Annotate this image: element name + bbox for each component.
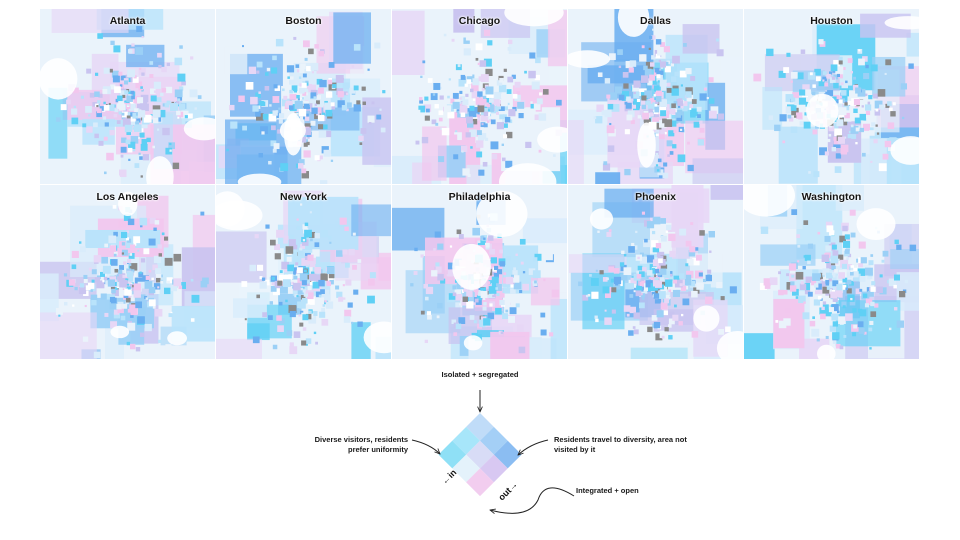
map-tile-dallas: Dallas <box>568 9 743 184</box>
choropleth <box>40 190 215 359</box>
city-label: New York <box>280 190 327 203</box>
map-tile-los-angeles: Los Angeles <box>40 184 215 359</box>
legend-graphics: ←in out→ <box>411 390 575 540</box>
legend-label-right: Residents travel to diversity, area not … <box>554 435 687 454</box>
legend-cell <box>480 426 508 455</box>
map-tile-philadelphia: Philadelphia <box>392 184 567 359</box>
choropleth <box>568 9 743 184</box>
city-label: Boston <box>285 15 322 27</box>
map-tile-houston: Houston <box>744 9 919 184</box>
arrow-right <box>518 439 549 455</box>
city-label: Dallas <box>640 15 671 27</box>
legend-label-left: Diverse visitors, residents prefer unifo… <box>314 435 408 454</box>
legend-cell <box>480 454 508 483</box>
city-label: Houston <box>810 15 853 27</box>
legend-cell <box>452 454 480 483</box>
city-maps-grid: Atlanta Boston Chicago Dallas Houston Los Ang… <box>40 9 920 360</box>
legend-cell <box>452 426 480 455</box>
arrow-bottom <box>490 487 575 513</box>
choropleth <box>392 190 567 359</box>
map-tile-phoenix: Phoenix <box>568 184 743 359</box>
choropleth <box>216 190 391 359</box>
legend: ←in out→ Isolated + segregated Diverse v… <box>0 360 960 540</box>
city-label: Atlanta <box>109 15 146 27</box>
choropleth <box>40 9 215 184</box>
map-tile-atlanta: Atlanta <box>40 9 215 184</box>
city-label: Chicago <box>458 15 501 27</box>
choropleth <box>216 11 391 184</box>
map-tile-boston: Boston <box>216 9 391 184</box>
choropleth <box>568 184 743 359</box>
city-label: Washington <box>801 190 862 203</box>
map-tile-chicago: Chicago <box>392 9 567 184</box>
choropleth <box>753 13 919 184</box>
choropleth <box>392 9 567 184</box>
arrow-left <box>411 439 440 454</box>
choropleth <box>744 184 919 359</box>
city-label: Phoenix <box>635 190 676 203</box>
city-label: Philadelphia <box>448 190 511 203</box>
map-tile-new-york: New York <box>216 184 391 359</box>
city-label: Los Angeles <box>96 190 159 203</box>
axis-label-out: out→ <box>496 479 519 502</box>
legend-label-bottom: Integrated + open <box>576 486 639 495</box>
map-tile-washington: Washington <box>744 184 919 359</box>
legend-label-top: Isolated + segregated <box>441 370 519 379</box>
bivariate-legend-diamond <box>438 413 522 497</box>
